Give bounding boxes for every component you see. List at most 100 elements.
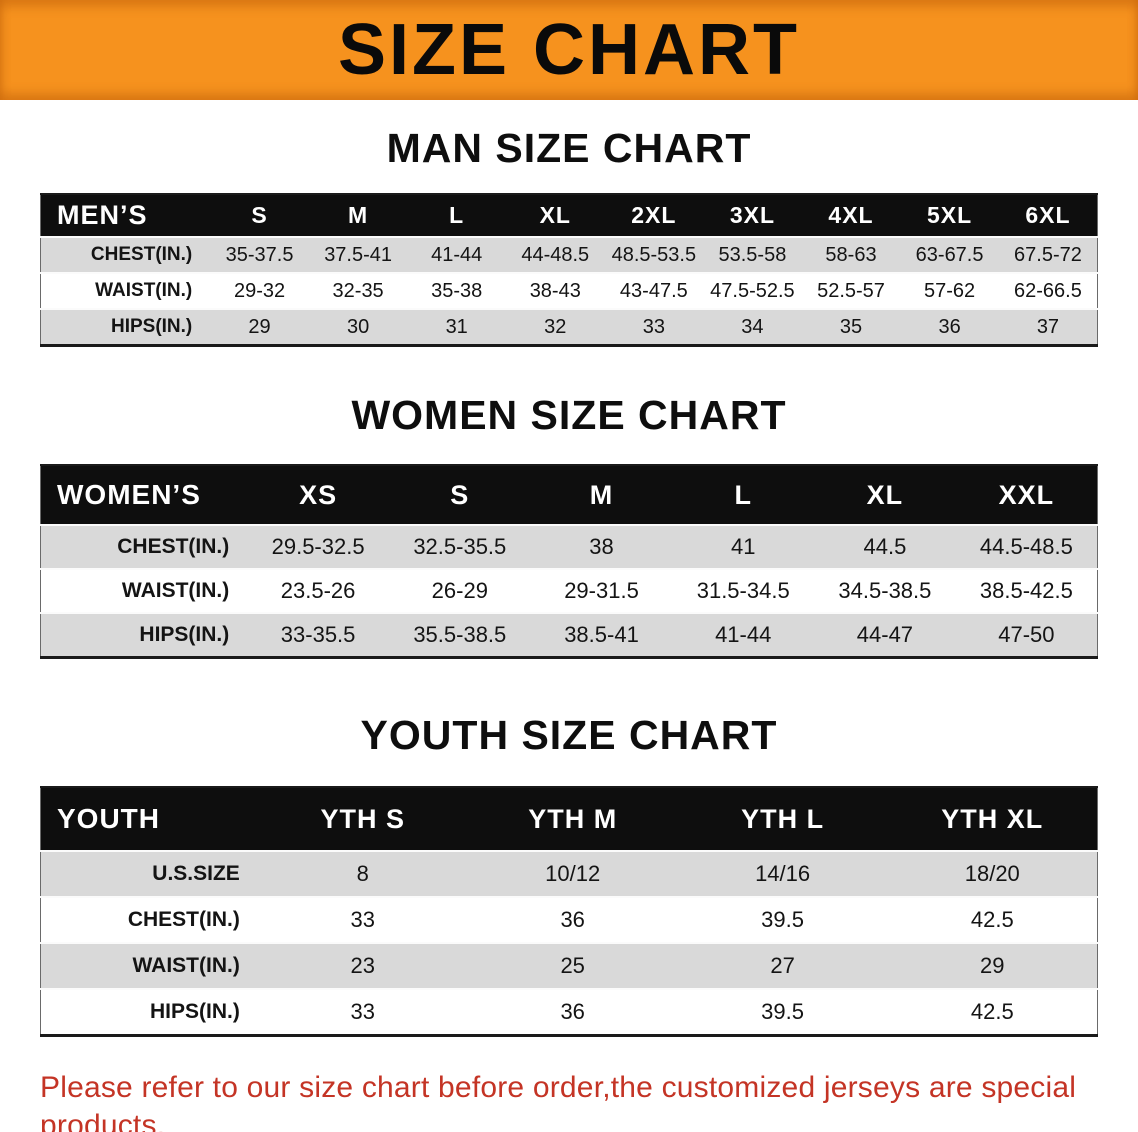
size-column-header: XL bbox=[814, 465, 956, 526]
table-title-cell: MEN’S bbox=[40, 194, 211, 238]
value-cell: 36 bbox=[467, 896, 678, 944]
value-cell: 47-50 bbox=[955, 612, 1098, 658]
value-cell: 25 bbox=[467, 942, 678, 990]
value-cell: 44.5 bbox=[814, 524, 956, 570]
size-column-header: YTH L bbox=[677, 787, 888, 852]
value-cell: 42.5 bbox=[887, 988, 1098, 1036]
row-label-cell: WAIST(IN.) bbox=[40, 568, 248, 614]
size-column-header: 5XL bbox=[900, 194, 999, 238]
value-cell: 44-48.5 bbox=[505, 236, 605, 274]
value-cell: 34.5-38.5 bbox=[814, 568, 956, 614]
table-header-row: MEN’S S M L XL 2XL 3XL 4XL 5XL 6XL bbox=[40, 194, 1098, 238]
value-cell: 32.5-35.5 bbox=[388, 524, 531, 570]
value-cell: 38.5-41 bbox=[530, 612, 673, 658]
value-cell: 26-29 bbox=[388, 568, 531, 614]
table-row: WAIST(IN.) 29-32 32-35 35-38 38-43 43-47.5 47.… bbox=[40, 272, 1098, 310]
value-cell: 29-32 bbox=[210, 272, 309, 310]
value-cell: 23 bbox=[257, 942, 468, 990]
women-section-heading: WOMEN SIZE CHART bbox=[351, 392, 787, 439]
value-cell: 29.5-32.5 bbox=[247, 524, 389, 570]
value-cell: 33 bbox=[257, 988, 468, 1036]
value-cell: 42.5 bbox=[887, 896, 1098, 944]
value-cell: 10/12 bbox=[467, 850, 678, 898]
value-cell: 58-63 bbox=[801, 236, 901, 274]
value-cell: 57-62 bbox=[900, 272, 999, 310]
row-label-cell: WAIST(IN.) bbox=[40, 942, 258, 990]
value-cell: 47.5-52.5 bbox=[703, 272, 802, 310]
value-cell: 53.5-58 bbox=[703, 236, 802, 274]
row-label-cell: CHEST(IN.) bbox=[40, 236, 211, 274]
value-cell: 29 bbox=[887, 942, 1098, 990]
value-cell: 32-35 bbox=[308, 272, 408, 310]
size-column-header: S bbox=[388, 465, 531, 526]
value-cell: 23.5-26 bbox=[247, 568, 389, 614]
size-column-header: L bbox=[407, 194, 506, 238]
table-row: WAIST(IN.) 23.5-26 26-29 29-31.5 31.5-34.5 34… bbox=[40, 568, 1098, 614]
size-chart-banner: SIZE CHART bbox=[0, 0, 1138, 100]
value-cell: 52.5-57 bbox=[801, 272, 901, 310]
table-header-row: YOUTH YTH S YTH M YTH L YTH XL bbox=[40, 787, 1098, 852]
order-notice-line-1: Please refer to our size chart before or… bbox=[40, 1071, 1077, 1132]
size-column-header: XS bbox=[247, 465, 389, 526]
youth-section-heading: YOUTH SIZE CHART bbox=[360, 712, 778, 759]
row-label-cell: HIPS(IN.) bbox=[40, 988, 258, 1036]
youth-size-section: YOUTH SIZE CHART YOUTH YTH S YTH M YTH L YTH… bbox=[40, 712, 1098, 1038]
value-cell: 14/16 bbox=[677, 850, 888, 898]
value-cell: 41-44 bbox=[407, 236, 506, 274]
value-cell: 33 bbox=[604, 308, 704, 346]
order-notice: Please refer to our size chart before or… bbox=[40, 1069, 1098, 1132]
row-label-cell: CHEST(IN.) bbox=[40, 896, 258, 944]
value-cell: 30 bbox=[308, 308, 408, 346]
table-row: CHEST(IN.) 29.5-32.5 32.5-35.5 38 41 44.5 44.5… bbox=[40, 524, 1098, 570]
youth-size-table: YOUTH YTH S YTH M YTH L YTH XL U.S.SIZE 8 10/12… bbox=[40, 786, 1098, 1038]
table-title-cell: WOMEN’S bbox=[40, 465, 248, 526]
value-cell: 33 bbox=[257, 896, 468, 944]
size-column-header: 6XL bbox=[998, 194, 1098, 238]
table-header-row: WOMEN’S XS S M L XL XXL bbox=[40, 465, 1098, 526]
row-label-cell: CHEST(IN.) bbox=[40, 524, 248, 570]
value-cell: 29-31.5 bbox=[530, 568, 673, 614]
value-cell: 38.5-42.5 bbox=[955, 568, 1098, 614]
value-cell: 32 bbox=[505, 308, 605, 346]
table-row: CHEST(IN.) 35-37.5 37.5-41 41-44 44-48.5 48.5… bbox=[40, 236, 1098, 274]
size-column-header: M bbox=[308, 194, 408, 238]
value-cell: 37.5-41 bbox=[308, 236, 408, 274]
table-row: CHEST(IN.) 33 36 39.5 42.5 bbox=[40, 896, 1098, 944]
row-label-cell: U.S.SIZE bbox=[40, 850, 258, 898]
size-column-header: 4XL bbox=[801, 194, 901, 238]
value-cell: 41 bbox=[672, 524, 815, 570]
value-cell: 38 bbox=[530, 524, 673, 570]
table-row: HIPS(IN.) 29 30 31 32 33 34 35 36 37 bbox=[40, 308, 1098, 346]
size-column-header: S bbox=[210, 194, 309, 238]
value-cell: 48.5-53.5 bbox=[604, 236, 704, 274]
size-column-header: YTH S bbox=[257, 787, 468, 852]
value-cell: 67.5-72 bbox=[998, 236, 1098, 274]
women-size-section: WOMEN SIZE CHART WOMEN’S XS S M L XL XXL CHEST(… bbox=[40, 392, 1098, 660]
value-cell: 62-66.5 bbox=[998, 272, 1098, 310]
size-column-header: YTH XL bbox=[887, 787, 1098, 852]
men-size-table: MEN’S S M L XL 2XL 3XL 4XL 5XL 6XL CHEST(IN.) 35-37… bbox=[40, 193, 1098, 348]
value-cell: 18/20 bbox=[887, 850, 1098, 898]
row-label-cell: HIPS(IN.) bbox=[40, 308, 211, 346]
content: MAN SIZE CHART MEN’S S M L XL 2XL 3XL 4XL 5XL 6XL… bbox=[0, 125, 1138, 1132]
size-column-header: L bbox=[672, 465, 815, 526]
value-cell: 37 bbox=[998, 308, 1098, 346]
value-cell: 38-43 bbox=[505, 272, 605, 310]
value-cell: 35 bbox=[801, 308, 901, 346]
men-size-section: MAN SIZE CHART MEN’S S M L XL 2XL 3XL 4XL 5XL 6XL… bbox=[40, 125, 1098, 348]
value-cell: 31.5-34.5 bbox=[672, 568, 815, 614]
value-cell: 8 bbox=[257, 850, 468, 898]
table-row: WAIST(IN.) 23 25 27 29 bbox=[40, 942, 1098, 990]
value-cell: 36 bbox=[467, 988, 678, 1036]
value-cell: 36 bbox=[900, 308, 999, 346]
row-label-cell: WAIST(IN.) bbox=[40, 272, 211, 310]
size-column-header: YTH M bbox=[467, 787, 678, 852]
table-row: HIPS(IN.) 33-35.5 35.5-38.5 38.5-41 41-44 44-… bbox=[40, 612, 1098, 658]
value-cell: 39.5 bbox=[677, 896, 888, 944]
value-cell: 27 bbox=[677, 942, 888, 990]
value-cell: 63-67.5 bbox=[900, 236, 999, 274]
value-cell: 35-38 bbox=[407, 272, 506, 310]
value-cell: 41-44 bbox=[672, 612, 815, 658]
value-cell: 39.5 bbox=[677, 988, 888, 1036]
